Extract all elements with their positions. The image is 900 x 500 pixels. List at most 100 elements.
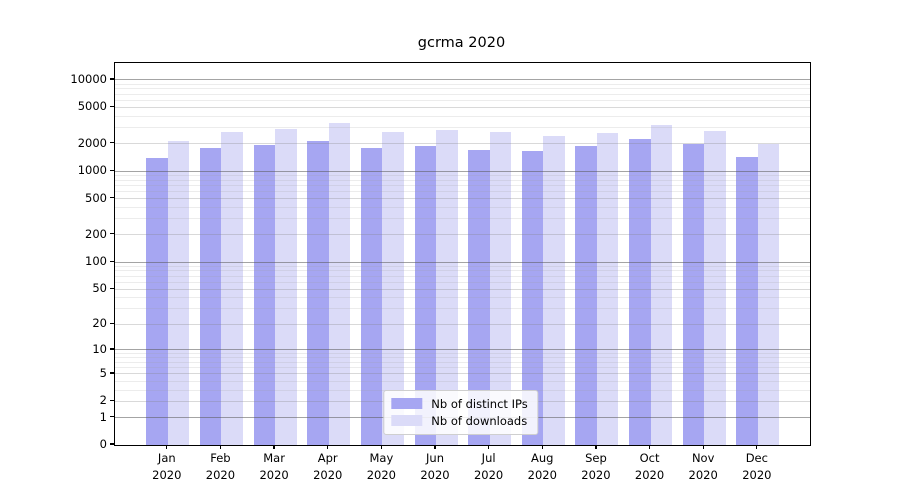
x-tick-label: Apr 2020 <box>313 451 343 482</box>
x-tick-label: Jan 2020 <box>152 451 182 482</box>
y-tick-mark <box>110 399 114 402</box>
gridline <box>115 297 810 299</box>
y-tick-mark <box>110 142 114 144</box>
gridline <box>115 79 810 81</box>
gridline <box>115 106 810 108</box>
gridline <box>115 198 810 200</box>
y-tick-mark <box>110 322 114 324</box>
legend-label-downloads: Nb of downloads <box>431 413 528 428</box>
bar-distinct-ips <box>736 156 758 445</box>
bar-downloads <box>436 129 458 445</box>
y-tick-label: 5000 <box>77 99 107 114</box>
y-tick-label: 10 <box>92 341 107 356</box>
gridline <box>115 218 810 220</box>
y-tick-label: 200 <box>85 226 107 241</box>
gridline <box>115 93 810 95</box>
x-tick-label: Jun 2020 <box>420 451 450 482</box>
gridline <box>115 88 810 90</box>
gridline <box>115 308 810 310</box>
x-tick-mark <box>702 445 704 450</box>
x-tick-mark <box>595 445 597 450</box>
y-tick-label: 100 <box>85 254 107 269</box>
bar-distinct-ips <box>682 144 705 445</box>
legend-row-distinct-ips: Nb of distinct IPs <box>391 395 528 412</box>
legend-row-downloads: Nb of downloads <box>391 412 527 429</box>
y-tick-mark <box>110 372 114 374</box>
bar-distinct-ips <box>575 146 597 445</box>
y-tick-mark <box>110 169 114 171</box>
x-tick-label: Dec 2020 <box>742 451 772 482</box>
bar-downloads <box>275 129 297 445</box>
gridline <box>115 323 810 325</box>
gridline <box>115 270 810 272</box>
x-tick-label: Sep 2020 <box>581 451 611 482</box>
bar-downloads <box>757 143 780 445</box>
bar-downloads <box>382 132 404 445</box>
gridline <box>115 184 810 186</box>
y-tick-label: 5 <box>99 365 107 380</box>
x-tick-label: Aug 2020 <box>527 451 557 482</box>
bar-downloads <box>650 124 673 445</box>
bar-distinct-ips <box>307 140 329 445</box>
bar-distinct-ips <box>360 147 383 445</box>
y-tick-label: 2000 <box>77 135 107 150</box>
y-tick-label: 500 <box>85 190 107 205</box>
gridline <box>115 288 810 290</box>
x-tick-label: May 2020 <box>366 451 396 482</box>
bar-downloads <box>328 122 351 445</box>
gridline <box>115 261 810 263</box>
x-tick-mark <box>166 445 168 450</box>
y-tick-label: 20 <box>92 316 107 331</box>
gridline <box>115 190 810 192</box>
gridline <box>115 174 810 176</box>
legend-swatch-downloads <box>391 415 423 426</box>
gridline <box>115 362 810 364</box>
gridline <box>115 206 810 208</box>
gridline <box>115 127 810 129</box>
x-tick-mark <box>380 445 382 450</box>
bars-layer <box>115 63 810 445</box>
gridline <box>115 275 810 277</box>
gridline <box>115 380 810 382</box>
y-tick-mark <box>110 197 114 199</box>
bar-distinct-ips <box>253 144 276 445</box>
bar-downloads <box>543 135 565 445</box>
gridline <box>115 265 810 267</box>
gridline <box>115 373 810 375</box>
x-tick-mark <box>327 445 329 450</box>
x-tick-mark <box>756 445 758 450</box>
y-tick-mark <box>110 105 114 108</box>
gridline <box>115 179 810 181</box>
x-tick-label: Feb 2020 <box>205 451 236 482</box>
bar-distinct-ips <box>146 157 168 445</box>
y-tick-label: 1 <box>99 409 107 424</box>
legend-label-distinct-ips: Nb of distinct IPs <box>431 396 528 411</box>
x-tick-mark <box>488 445 490 450</box>
y-tick-mark <box>110 287 114 289</box>
x-tick-mark <box>219 445 222 450</box>
x-tick-mark <box>434 445 436 450</box>
bar-distinct-ips <box>199 148 222 445</box>
x-tick-label: Jul 2020 <box>473 451 504 482</box>
grid-layer <box>115 63 810 445</box>
legend: Nb of distinct IPs Nb of downloads <box>383 390 539 435</box>
y-tick-label: 50 <box>92 281 107 296</box>
gridline <box>115 281 810 283</box>
gridline <box>115 170 810 172</box>
y-tick-label: 0 <box>99 437 107 451</box>
y-tick-mark <box>110 260 114 262</box>
bar-downloads <box>167 141 190 445</box>
y-tick-mark <box>110 348 114 350</box>
bar-distinct-ips <box>521 151 544 445</box>
legend-swatch-distinct-ips <box>391 398 423 409</box>
y-tick-mark <box>110 233 114 235</box>
y-tick-mark <box>110 78 114 80</box>
gridline <box>115 83 810 85</box>
chart-title: gcrma 2020 <box>417 35 506 51</box>
gridline <box>115 353 810 355</box>
x-tick-label: Nov 2020 <box>688 451 718 482</box>
bar-downloads <box>704 131 726 445</box>
bar-distinct-ips <box>414 145 436 445</box>
gridline <box>115 143 810 145</box>
bar-downloads <box>596 132 619 445</box>
